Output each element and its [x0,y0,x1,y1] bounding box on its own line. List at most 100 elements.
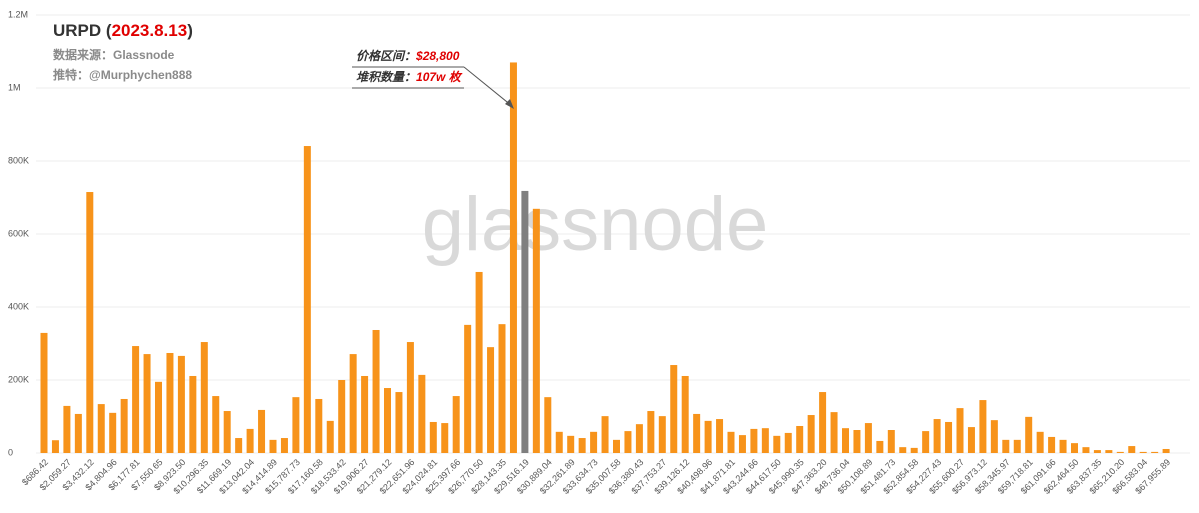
bar [223,411,231,453]
bar [1025,416,1033,453]
bar [853,430,861,453]
bar [406,342,414,453]
bar [292,397,300,453]
bar [1116,451,1124,453]
bar [1071,443,1078,453]
bar [784,432,792,453]
bar [532,208,540,453]
y-tick-label: 1.2M [8,9,28,19]
bar [280,438,288,453]
bar [704,420,712,453]
bar [647,411,655,453]
chart-title: URPD (2023.8.13) [53,21,193,40]
source: 数据来源：Glassnode [53,47,175,62]
bar [212,396,220,453]
bar [899,447,907,453]
bar [200,342,208,453]
bar [567,435,575,453]
annotation-amount: 堆积数量：107w 枚 [356,70,463,84]
bar [258,409,266,453]
watermark: glassnode [422,182,769,267]
bar [624,431,632,453]
bar [429,421,437,453]
bar [418,374,426,453]
y-tick-label: 400K [8,301,29,311]
bar [1036,431,1044,453]
y-tick-label: 600K [8,228,29,238]
bar [120,398,128,453]
bar [246,428,254,453]
bar [945,421,953,453]
bar [109,412,117,453]
bar [830,412,838,453]
annotation-arrow [463,66,513,107]
bar [155,381,162,453]
bar [1139,451,1147,453]
bar [761,428,769,453]
bar [681,375,689,453]
bar [143,354,151,453]
bar [967,427,975,453]
y-tick-label: 1M [8,82,21,92]
annotation-value: 107w 枚 [416,70,463,84]
bar [63,405,71,453]
bar [498,324,506,453]
bar [1128,446,1136,453]
bar [1059,439,1067,453]
bar [303,146,311,453]
bar [635,424,643,453]
title-text: URPD ( [53,21,112,40]
bar [1048,436,1056,453]
bar [86,192,94,453]
bar [887,430,895,453]
bar [738,435,746,453]
y-tick-label: 800K [8,155,29,165]
bar [1082,447,1090,453]
bar [590,431,598,453]
bar [40,332,48,453]
bar [509,62,517,453]
arrow-head [505,99,514,109]
bar [670,365,678,453]
bar [487,347,495,453]
y-tick-label: 0 [8,447,13,457]
bar [521,190,529,453]
bar [819,392,827,453]
bar [452,396,460,453]
bar [441,423,449,453]
bar [384,388,391,453]
bar [979,400,987,453]
bar [956,408,964,453]
bar [475,271,483,453]
bar [361,375,369,453]
bar [177,355,185,453]
bar [658,416,666,453]
bar [796,425,804,453]
bar [922,431,930,453]
bar [773,435,781,453]
bar [578,438,586,453]
bar [1002,439,1010,453]
bar [235,438,243,453]
bar [864,423,872,453]
bar [1162,448,1170,453]
bar [1151,451,1159,453]
annotation-value: $28,800 [415,49,460,63]
bar [74,413,82,453]
title-text: ) [187,21,193,40]
author: 推特：@Murphychen888 [53,67,192,82]
bar [1013,439,1021,453]
bar [1105,450,1113,453]
bar [395,392,403,453]
bar [326,420,334,453]
title-date: 2023.8.13 [112,21,188,40]
bar [544,397,552,453]
grid [36,14,1190,454]
bar [876,440,884,453]
bar [613,439,620,453]
bar [750,428,758,453]
bar [807,415,815,453]
bar [269,439,277,453]
annotation-price: 价格区间：$28,800 [356,49,460,63]
